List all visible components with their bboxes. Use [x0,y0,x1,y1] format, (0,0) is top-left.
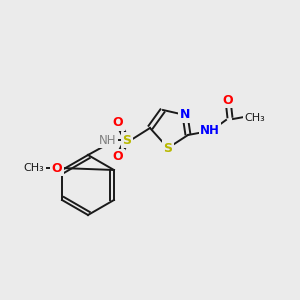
Text: S: S [122,134,131,146]
Text: S: S [164,142,172,154]
Text: O: O [113,116,123,130]
Text: O: O [52,161,62,175]
Text: NH: NH [99,134,117,146]
Text: O: O [223,94,233,106]
Text: NH: NH [200,124,220,136]
Text: CH₃: CH₃ [244,113,266,123]
Text: O: O [113,151,123,164]
Text: CH₃: CH₃ [24,163,44,173]
Text: N: N [180,109,190,122]
